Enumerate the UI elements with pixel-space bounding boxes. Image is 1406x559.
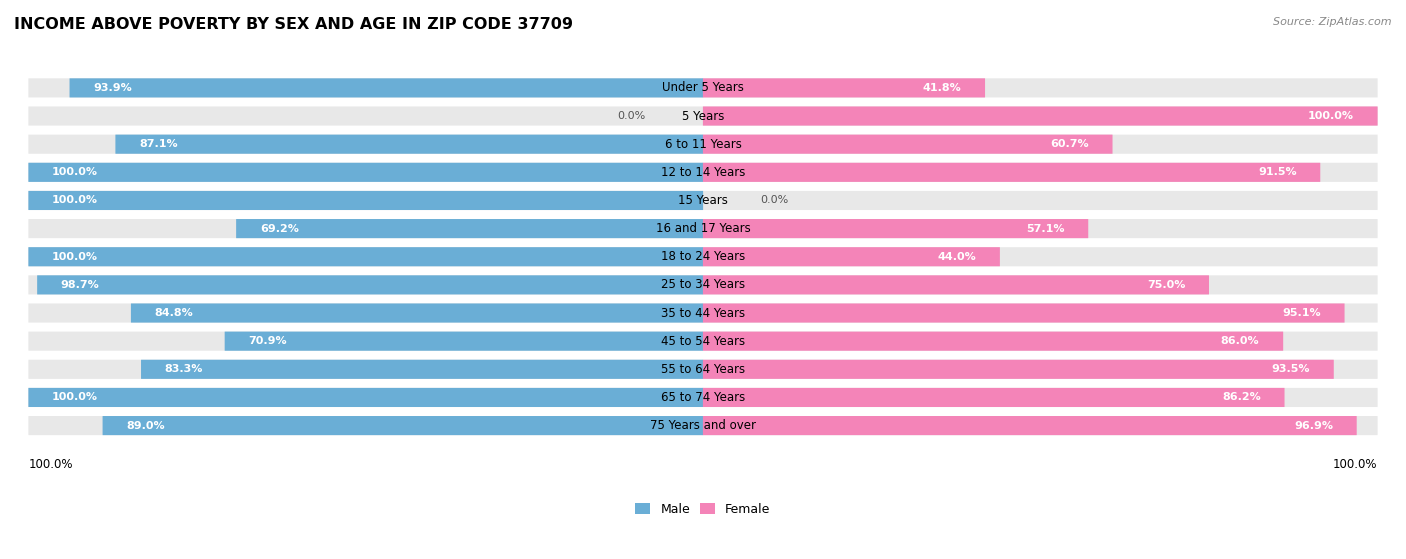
Text: 65 to 74 Years: 65 to 74 Years — [661, 391, 745, 404]
Text: 86.2%: 86.2% — [1222, 392, 1261, 402]
FancyBboxPatch shape — [703, 106, 1378, 126]
Text: 12 to 14 Years: 12 to 14 Years — [661, 166, 745, 179]
FancyBboxPatch shape — [28, 388, 703, 407]
Text: 89.0%: 89.0% — [127, 420, 165, 430]
FancyBboxPatch shape — [703, 388, 1378, 407]
FancyBboxPatch shape — [703, 304, 1378, 323]
Text: 70.9%: 70.9% — [249, 336, 287, 346]
FancyBboxPatch shape — [703, 276, 1378, 295]
Text: 35 to 44 Years: 35 to 44 Years — [661, 306, 745, 320]
FancyBboxPatch shape — [28, 416, 703, 435]
FancyBboxPatch shape — [703, 247, 1000, 266]
FancyBboxPatch shape — [28, 191, 703, 210]
Text: 93.9%: 93.9% — [93, 83, 132, 93]
Text: Under 5 Years: Under 5 Years — [662, 82, 744, 94]
FancyBboxPatch shape — [703, 191, 1378, 210]
Text: 100.0%: 100.0% — [52, 167, 98, 177]
FancyBboxPatch shape — [28, 135, 703, 154]
Text: 83.3%: 83.3% — [165, 364, 202, 375]
FancyBboxPatch shape — [703, 276, 1209, 295]
Text: 0.0%: 0.0% — [617, 111, 645, 121]
Text: 98.7%: 98.7% — [60, 280, 100, 290]
FancyBboxPatch shape — [28, 360, 703, 379]
Text: 60.7%: 60.7% — [1050, 139, 1088, 149]
FancyBboxPatch shape — [37, 276, 703, 295]
Text: 100.0%: 100.0% — [1333, 458, 1378, 471]
Text: 93.5%: 93.5% — [1271, 364, 1310, 375]
FancyBboxPatch shape — [141, 360, 703, 379]
FancyBboxPatch shape — [28, 388, 703, 407]
Text: 91.5%: 91.5% — [1258, 167, 1296, 177]
Text: 100.0%: 100.0% — [52, 392, 98, 402]
Text: 57.1%: 57.1% — [1026, 224, 1064, 234]
FancyBboxPatch shape — [115, 135, 703, 154]
FancyBboxPatch shape — [703, 331, 1378, 350]
Text: 44.0%: 44.0% — [938, 252, 976, 262]
FancyBboxPatch shape — [703, 331, 1284, 350]
Text: 100.0%: 100.0% — [52, 252, 98, 262]
Legend: Male, Female: Male, Female — [630, 498, 776, 520]
Text: 86.0%: 86.0% — [1220, 336, 1260, 346]
FancyBboxPatch shape — [703, 247, 1378, 266]
FancyBboxPatch shape — [703, 219, 1378, 238]
FancyBboxPatch shape — [236, 219, 703, 238]
FancyBboxPatch shape — [703, 360, 1378, 379]
FancyBboxPatch shape — [703, 304, 1344, 323]
FancyBboxPatch shape — [28, 78, 703, 97]
Text: 16 and 17 Years: 16 and 17 Years — [655, 222, 751, 235]
Text: 41.8%: 41.8% — [922, 83, 962, 93]
FancyBboxPatch shape — [69, 78, 703, 97]
Text: Source: ZipAtlas.com: Source: ZipAtlas.com — [1274, 17, 1392, 27]
Text: 100.0%: 100.0% — [28, 458, 73, 471]
Text: 84.8%: 84.8% — [155, 308, 194, 318]
Text: 100.0%: 100.0% — [1308, 111, 1354, 121]
FancyBboxPatch shape — [703, 219, 1088, 238]
Text: 75.0%: 75.0% — [1147, 280, 1185, 290]
Text: 100.0%: 100.0% — [52, 196, 98, 206]
FancyBboxPatch shape — [703, 388, 1285, 407]
FancyBboxPatch shape — [703, 416, 1357, 435]
FancyBboxPatch shape — [703, 360, 1334, 379]
Text: 5 Years: 5 Years — [682, 110, 724, 122]
FancyBboxPatch shape — [703, 163, 1320, 182]
Text: 55 to 64 Years: 55 to 64 Years — [661, 363, 745, 376]
FancyBboxPatch shape — [28, 247, 703, 266]
Text: 0.0%: 0.0% — [761, 196, 789, 206]
FancyBboxPatch shape — [103, 416, 703, 435]
FancyBboxPatch shape — [28, 163, 703, 182]
FancyBboxPatch shape — [131, 304, 703, 323]
Text: 87.1%: 87.1% — [139, 139, 177, 149]
Text: 95.1%: 95.1% — [1282, 308, 1320, 318]
FancyBboxPatch shape — [28, 191, 703, 210]
FancyBboxPatch shape — [703, 78, 1378, 97]
FancyBboxPatch shape — [703, 163, 1378, 182]
FancyBboxPatch shape — [703, 78, 986, 97]
FancyBboxPatch shape — [703, 135, 1112, 154]
Text: 25 to 34 Years: 25 to 34 Years — [661, 278, 745, 291]
Text: 45 to 54 Years: 45 to 54 Years — [661, 335, 745, 348]
FancyBboxPatch shape — [703, 416, 1378, 435]
Text: INCOME ABOVE POVERTY BY SEX AND AGE IN ZIP CODE 37709: INCOME ABOVE POVERTY BY SEX AND AGE IN Z… — [14, 17, 574, 32]
FancyBboxPatch shape — [28, 331, 703, 350]
Text: 75 Years and over: 75 Years and over — [650, 419, 756, 432]
FancyBboxPatch shape — [28, 304, 703, 323]
FancyBboxPatch shape — [28, 276, 703, 295]
FancyBboxPatch shape — [28, 163, 703, 182]
FancyBboxPatch shape — [225, 331, 703, 350]
FancyBboxPatch shape — [28, 219, 703, 238]
FancyBboxPatch shape — [28, 106, 703, 126]
Text: 96.9%: 96.9% — [1294, 420, 1333, 430]
Text: 15 Years: 15 Years — [678, 194, 728, 207]
Text: 69.2%: 69.2% — [260, 224, 298, 234]
FancyBboxPatch shape — [703, 135, 1378, 154]
FancyBboxPatch shape — [703, 106, 1378, 126]
Text: 6 to 11 Years: 6 to 11 Years — [665, 138, 741, 151]
FancyBboxPatch shape — [28, 247, 703, 266]
Text: 18 to 24 Years: 18 to 24 Years — [661, 250, 745, 263]
